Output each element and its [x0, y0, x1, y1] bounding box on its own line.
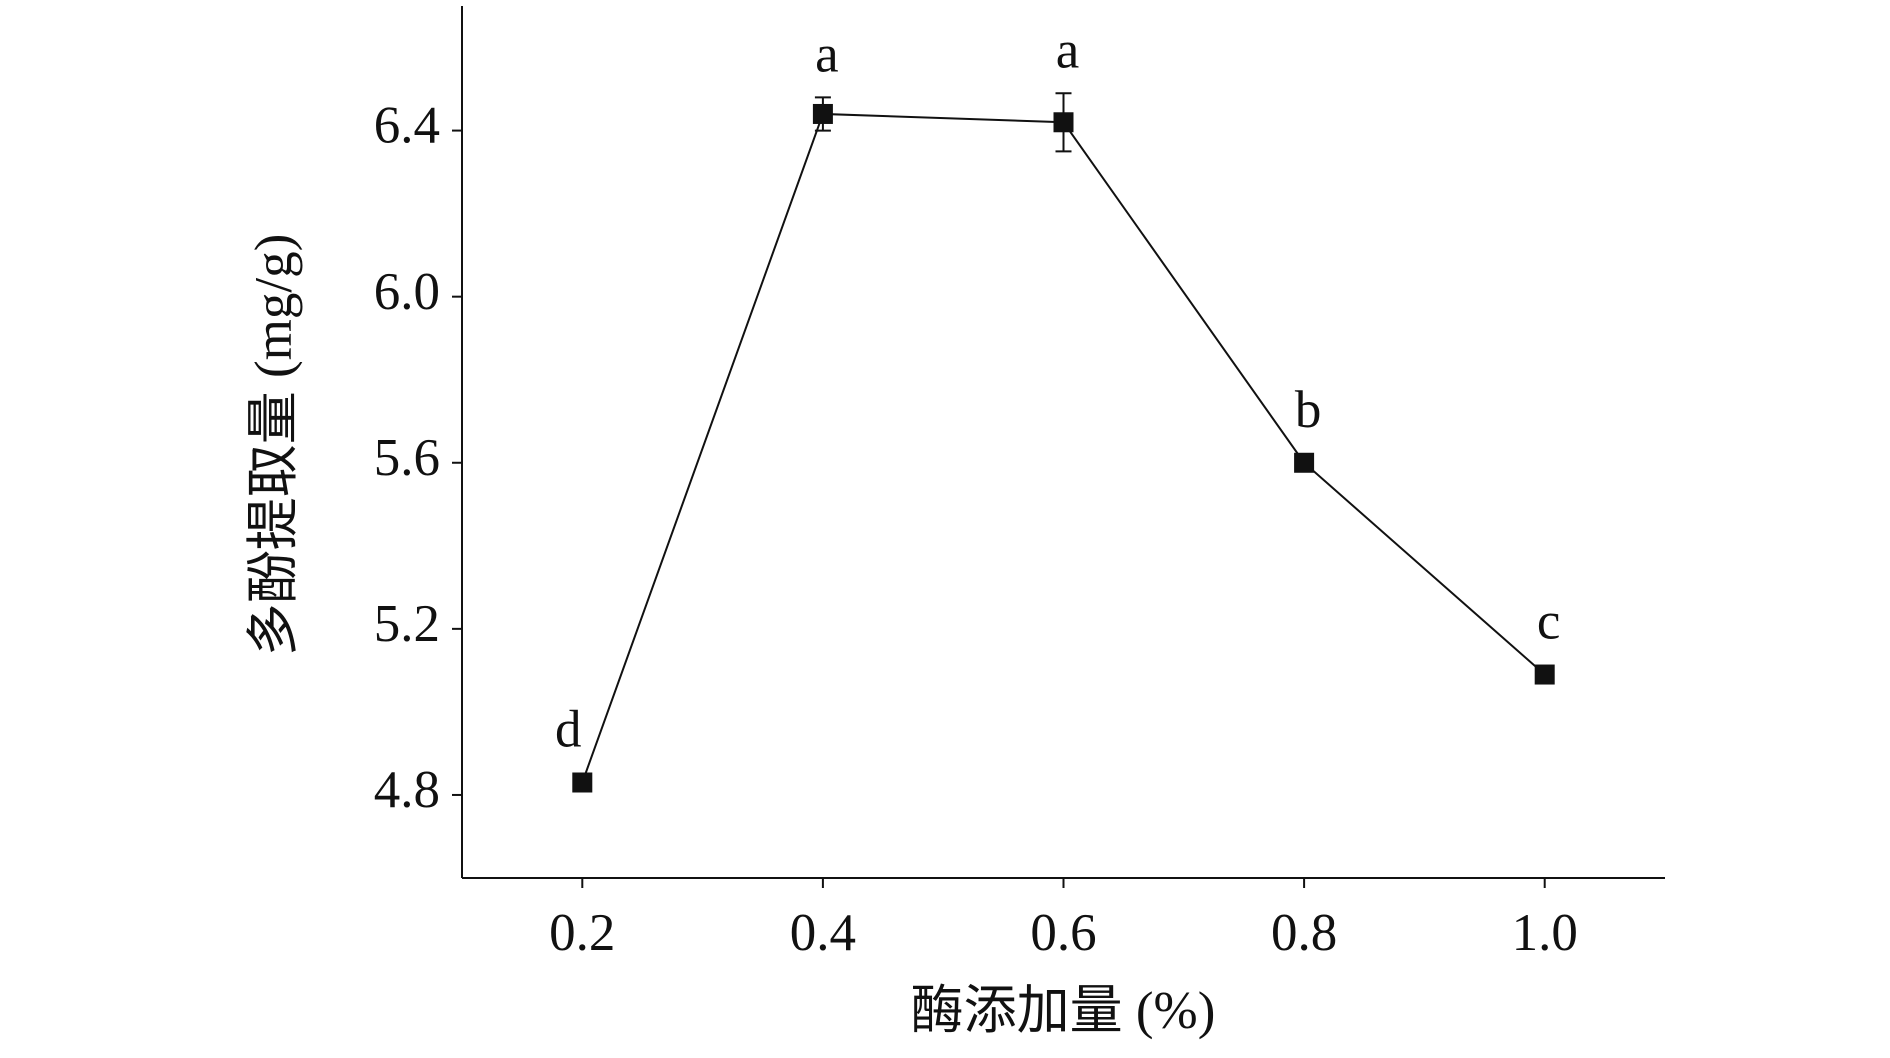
line	[581, 112, 1546, 783]
point-label: b	[1295, 381, 1322, 439]
marker	[1534, 664, 1555, 685]
marker	[812, 103, 833, 124]
point-label: d	[555, 701, 582, 759]
x-axis-title: 酶添加量 (%)	[911, 982, 1216, 1040]
x-tick-label: 0.8	[1271, 904, 1337, 962]
y-tick-label: 4.8	[374, 761, 440, 819]
y-tick-label: 6.0	[374, 263, 440, 321]
x-tick-label: 0.4	[790, 904, 856, 962]
y-tick-label: 5.2	[374, 595, 440, 653]
y-tick-label: 6.4	[374, 97, 440, 155]
y-tick-label: 5.6	[374, 429, 440, 487]
y-axis-title: 多酚提取量 (mg/g)	[245, 234, 303, 657]
marker	[1053, 112, 1074, 133]
x-tick-label: 1.0	[1512, 904, 1578, 962]
point-label: c	[1537, 593, 1561, 651]
point-label: a	[815, 26, 839, 84]
point-label: a	[1056, 21, 1080, 79]
x-tick-label: 0.6	[1030, 904, 1096, 962]
marker	[572, 772, 593, 793]
marker	[1294, 452, 1315, 473]
x-tick-label: 0.2	[549, 904, 615, 962]
